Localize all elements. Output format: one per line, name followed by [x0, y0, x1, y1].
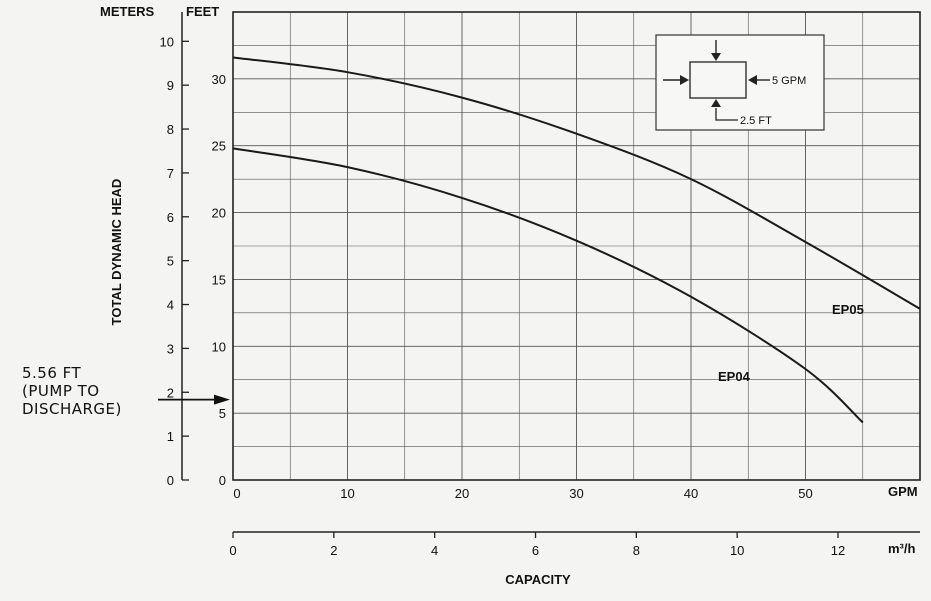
y-axis-title: TOTAL DYNAMIC HEAD: [109, 179, 124, 326]
gpm-tick-label: 30: [569, 486, 583, 501]
discharge-arrowhead: [214, 394, 230, 405]
gpm-tick-label: 20: [455, 486, 469, 501]
feet-tick-label: 15: [212, 272, 226, 287]
meters-tick-label: 2: [167, 385, 174, 400]
feet-unit-label: FEET: [186, 4, 219, 19]
gpm-tick-label: 0: [233, 486, 240, 501]
meters-unit-label: METERS: [100, 4, 155, 19]
gpm-tick-label: 10: [340, 486, 354, 501]
m3h-tick-label: 6: [532, 543, 539, 558]
inset-right-arrowhead: [748, 75, 757, 85]
feet-tick-label: 5: [219, 406, 226, 421]
m3h-tick-label: 10: [730, 543, 744, 558]
meters-tick-label: 10: [160, 34, 174, 49]
meters-tick-label: 0: [167, 473, 174, 488]
inset-tank-box: [689, 61, 747, 99]
meters-tick-label: 8: [167, 122, 174, 137]
feet-tick-label: 0: [219, 473, 226, 488]
meters-tick-label: 5: [167, 254, 174, 269]
gpm-tick-label: 40: [684, 486, 698, 501]
feet-tick-label: 25: [212, 139, 226, 154]
inset-flow-label: 5 GPM: [772, 75, 806, 87]
series-label-ep04: EP04: [718, 369, 751, 384]
feet-tick-label: 10: [212, 339, 226, 354]
discharge-note: 5.56 FT (PUMP TO DISCHARGE): [22, 364, 230, 418]
meters-tick-label: 4: [167, 298, 174, 313]
pump-curves: EP05 EP04: [232, 56, 921, 424]
meters-tick-label: 6: [167, 210, 174, 225]
gpm-unit-label: GPM: [888, 484, 918, 499]
m3h-tick-label: 2: [330, 543, 337, 558]
feet-tick-label: 20: [212, 206, 226, 221]
m3h-tick-label: 0: [229, 543, 236, 558]
meters-tick-label: 1: [167, 429, 174, 444]
series-line-ep05: [232, 56, 921, 310]
inset-height-label: 2.5 FT: [740, 115, 772, 127]
inset-left-arrowhead: [680, 75, 689, 85]
feet-tick-label: 30: [212, 72, 226, 87]
m3h-tick-label: 8: [633, 543, 640, 558]
inset-bottom-arrow: [715, 108, 738, 121]
axis-ticks: 0 10 20 30 40 500 2 4 6 8 10 1205101520253001234567…: [160, 34, 846, 558]
discharge-note-line-1: 5.56 FT: [22, 364, 82, 382]
m3h-tick-label: 4: [431, 543, 438, 558]
m3h-tick-label: 12: [831, 543, 845, 558]
inset-diagram: 5 GPM 2.5 FT: [655, 34, 825, 131]
discharge-note-line-3: DISCHARGE): [22, 400, 122, 418]
discharge-note-line-2: (PUMP TO: [22, 382, 100, 400]
series-line-ep04: [232, 147, 864, 424]
m3h-unit-label: m³/h: [888, 541, 916, 556]
gpm-tick-label: 50: [798, 486, 812, 501]
series-label-ep05: EP05: [832, 302, 864, 317]
meters-tick-label: 3: [167, 341, 174, 356]
x-axis-title: CAPACITY: [505, 572, 571, 587]
inset-top-arrowhead: [711, 53, 721, 61]
meters-tick-label: 7: [167, 166, 174, 181]
plot-frame: [232, 11, 921, 481]
meters-tick-label: 9: [167, 78, 174, 93]
inset-bottom-arrowhead: [711, 99, 721, 107]
